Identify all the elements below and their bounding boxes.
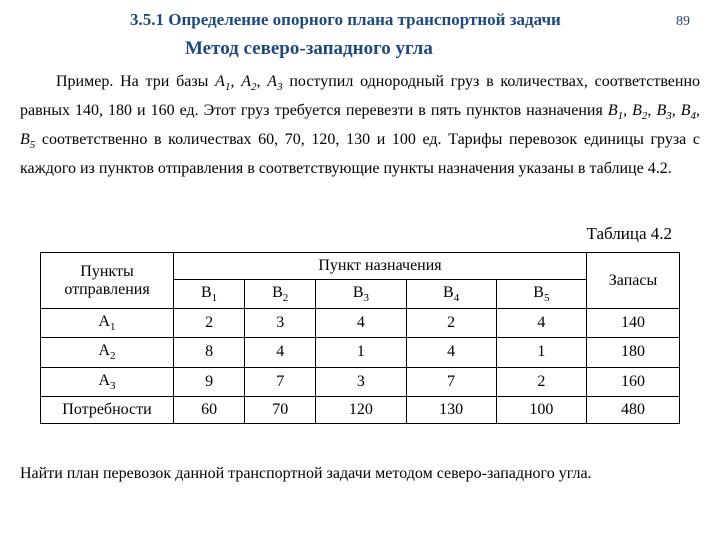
col-b1: B1 [174,280,245,309]
row-a1-label: A1 [41,309,174,338]
cell-demand: 130 [406,396,496,423]
cell: 3 [316,367,406,396]
table-row: A3 9 7 3 7 2 160 [41,367,680,396]
cell-demand: 120 [316,396,406,423]
var-a1: A1 [215,73,230,90]
cell: 1 [496,338,586,367]
text: Найти план перевозок данной транспортной… [20,465,592,482]
cell: 4 [316,309,406,338]
transport-table-wrap: Пункты отправления Пункт назначения Запа… [40,252,680,424]
page: 3.5.1 Определение опорного плана транспо… [0,0,720,540]
cell: 1 [316,338,406,367]
cell-total: 480 [587,396,680,423]
cell: 3 [245,309,316,338]
cell-stock: 180 [587,338,680,367]
cell: 4 [245,338,316,367]
text: , [672,102,681,119]
text: Пример. На три базы [56,73,215,90]
text: соответственно в количествах 60, 70, 120… [20,131,700,177]
col-b4: B4 [406,280,496,309]
cell: 2 [174,309,245,338]
var-b2: B2 [632,102,647,119]
table-header-row: Пункты отправления Пункт назначения Запа… [41,253,680,280]
cell: 2 [496,367,586,396]
text: , [623,102,632,119]
var-b3: B3 [656,102,671,119]
footer-text: Найти план перевозок данной транспортной… [20,460,700,487]
col-sources: Пункты отправления [41,253,174,309]
col-destinations: Пункт назначения [174,253,587,280]
demand-label: Потребности [41,396,174,423]
col-b2: B2 [245,280,316,309]
table-row: A2 8 4 1 4 1 180 [41,338,680,367]
cell: 8 [174,338,245,367]
transport-table: Пункты отправления Пункт назначения Запа… [40,252,680,424]
cell: 7 [406,367,496,396]
col-stock: Запасы [587,253,680,309]
row-a2-label: A2 [41,338,174,367]
cell-demand: 70 [245,396,316,423]
var-a2: A2 [241,73,256,90]
table-caption: Таблица 4.2 [587,224,672,244]
cell-demand: 100 [496,396,586,423]
problem-text: Пример. На три базы A1, A2, A3 поступил … [20,68,700,182]
cell-stock: 160 [587,367,680,396]
text: , [230,73,241,90]
section-title: 3.5.1 Определение опорного плана транспо… [130,10,561,30]
text: , [257,73,268,90]
cell: 2 [406,309,496,338]
var-b5: B5 [20,131,35,148]
cell: 4 [496,309,586,338]
var-b4: B4 [681,102,696,119]
cell-stock: 140 [587,309,680,338]
col-b5: B5 [496,280,586,309]
cell-demand: 60 [174,396,245,423]
page-number: 89 [676,14,690,30]
var-b1: B1 [608,102,623,119]
cell: 9 [174,367,245,396]
var-a3: A3 [267,73,282,90]
cell: 4 [406,338,496,367]
row-a3-label: A3 [41,367,174,396]
text: , [696,102,700,119]
method-title: Метод северо-западного угла [185,38,433,60]
table-demand-row: Потребности 60 70 120 130 100 480 [41,396,680,423]
col-b3: B3 [316,280,406,309]
table-row: A1 2 3 4 2 4 140 [41,309,680,338]
cell: 7 [245,367,316,396]
